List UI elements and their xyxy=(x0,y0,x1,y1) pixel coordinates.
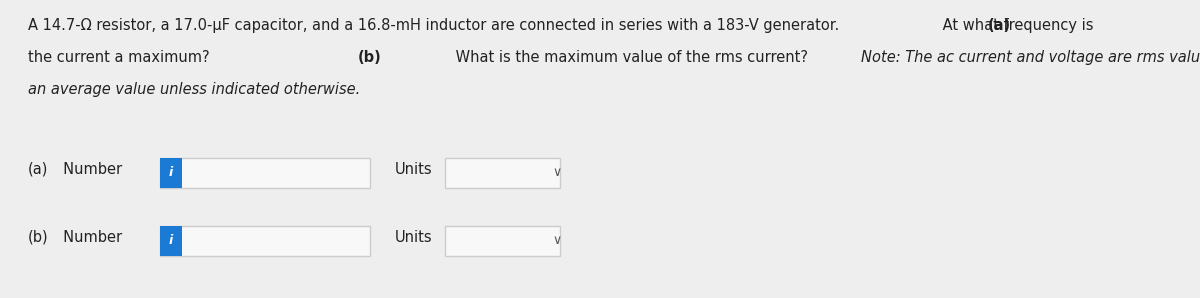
Text: i: i xyxy=(169,235,173,248)
Text: Number: Number xyxy=(54,162,122,177)
Text: the current a maximum?: the current a maximum? xyxy=(28,50,215,65)
Text: (a): (a) xyxy=(28,162,48,177)
Text: At what frequency is: At what frequency is xyxy=(938,18,1094,33)
Text: an average value unless indicated otherwise.: an average value unless indicated otherw… xyxy=(28,82,360,97)
Bar xyxy=(160,158,182,188)
Bar xyxy=(160,226,182,256)
Text: Units: Units xyxy=(395,230,433,245)
Text: (b): (b) xyxy=(28,230,49,245)
Text: i: i xyxy=(169,167,173,179)
Text: Number: Number xyxy=(54,230,122,245)
Bar xyxy=(160,226,370,256)
Text: (b): (b) xyxy=(358,50,382,65)
Text: ∨: ∨ xyxy=(552,167,562,179)
Text: ∨: ∨ xyxy=(552,235,562,248)
Bar xyxy=(445,158,560,188)
Text: Note: The ac current and voltage are rms values and power is: Note: The ac current and voltage are rms… xyxy=(862,50,1200,65)
Text: Units: Units xyxy=(395,162,433,177)
Text: A 14.7-Ω resistor, a 17.0-μF capacitor, and a 16.8-mH inductor are connected in : A 14.7-Ω resistor, a 17.0-μF capacitor, … xyxy=(28,18,844,33)
Text: What is the maximum value of the rms current?: What is the maximum value of the rms cur… xyxy=(451,50,812,65)
Bar xyxy=(160,158,370,188)
Text: (a): (a) xyxy=(988,18,1010,33)
Bar xyxy=(445,226,560,256)
